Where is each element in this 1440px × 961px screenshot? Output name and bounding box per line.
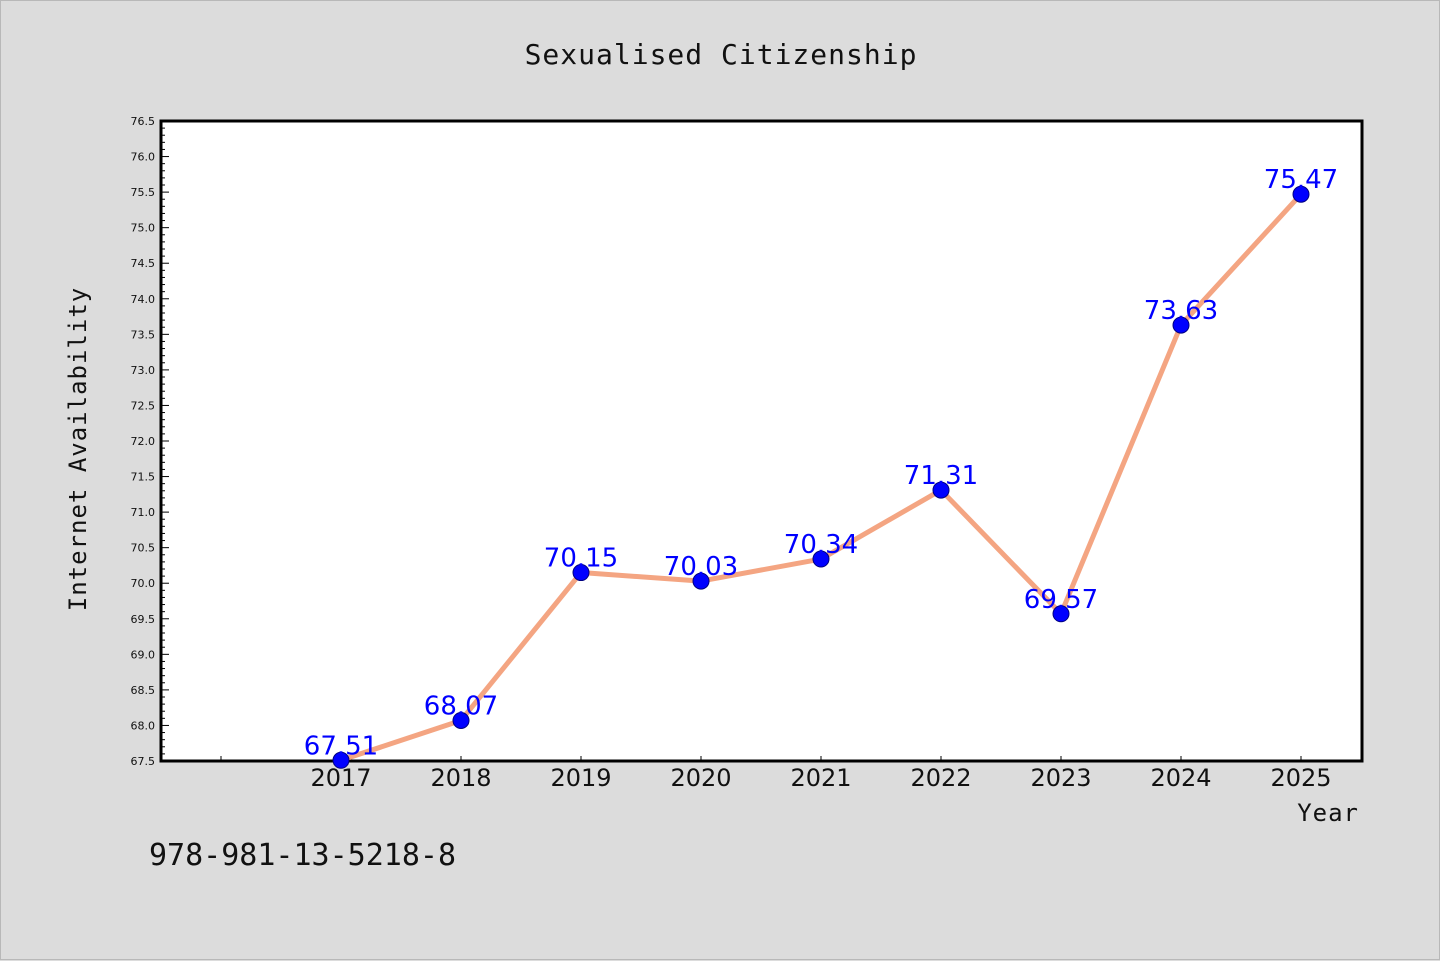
chart-title: Sexualised Citizenship xyxy=(525,38,918,71)
data-label: 70.15 xyxy=(544,544,618,574)
y-tick-label: 69.0 xyxy=(131,648,156,661)
y-tick-label: 74.5 xyxy=(131,257,156,270)
series-layer: 67.51 68.07 70.15 70.03 70.34 71.31 69.57 73.63… xyxy=(304,165,1338,769)
y-tick-label: 74.0 xyxy=(131,293,156,306)
y-tick-label: 71.5 xyxy=(131,471,156,484)
data-label: 68.07 xyxy=(424,691,498,721)
data-point xyxy=(1172,316,1190,334)
y-tick-label: 68.5 xyxy=(131,684,156,697)
data-point xyxy=(932,481,950,499)
x-tick-label: 2021 xyxy=(790,764,851,792)
axis-ticks: 67.5 68.0 68.5 69.0 69.5 70.0 70.5 71.0 71.5 72.0… xyxy=(131,115,1332,792)
data-point xyxy=(332,751,350,769)
y-axis-label: Internet Availability xyxy=(64,287,92,611)
y-tick-label: 68.0 xyxy=(131,719,156,732)
x-tick-label: 2024 xyxy=(1150,764,1211,792)
data-point xyxy=(1292,185,1310,203)
data-point xyxy=(452,711,470,729)
data-label: 73.63 xyxy=(1144,296,1218,326)
y-tick-label: 73.5 xyxy=(131,328,156,341)
x-tick-label: 2025 xyxy=(1270,764,1331,792)
y-tick-label: 70.0 xyxy=(131,577,156,590)
data-label: 67.51 xyxy=(304,731,378,761)
data-label: 69.57 xyxy=(1024,585,1098,615)
data-point xyxy=(572,564,590,582)
data-point xyxy=(1052,605,1070,623)
y-tick-label: 76.5 xyxy=(131,115,156,128)
y-tick-label: 72.5 xyxy=(131,399,156,412)
y-tick-label: 76.0 xyxy=(131,151,156,164)
y-tick-label: 67.5 xyxy=(131,755,156,768)
data-label: 70.03 xyxy=(664,552,738,582)
y-tick-label: 75.5 xyxy=(131,186,156,199)
y-tick-label: 75.0 xyxy=(131,222,156,235)
data-point xyxy=(692,572,710,590)
y-tick-label: 71.0 xyxy=(131,506,156,519)
x-tick-label: 2023 xyxy=(1030,764,1091,792)
y-tick-label: 73.0 xyxy=(131,364,156,377)
data-label: 71.31 xyxy=(904,461,978,491)
x-tick-label: 2022 xyxy=(910,764,971,792)
y-tick-label: 69.5 xyxy=(131,613,156,626)
x-tick-label: 2019 xyxy=(550,764,611,792)
y-tick-label: 70.5 xyxy=(131,542,156,555)
data-label: 70.34 xyxy=(784,530,858,560)
data-label: 75.47 xyxy=(1264,165,1338,195)
data-point xyxy=(812,550,830,568)
x-tick-label: 2018 xyxy=(430,764,491,792)
x-axis-label: Year xyxy=(1297,799,1359,827)
y-tick-label: 72.0 xyxy=(131,435,156,448)
isbn-footnote: 978-981-13-5218-8 xyxy=(149,838,456,873)
plot-area xyxy=(159,119,1364,763)
x-tick-label: 2020 xyxy=(670,764,731,792)
